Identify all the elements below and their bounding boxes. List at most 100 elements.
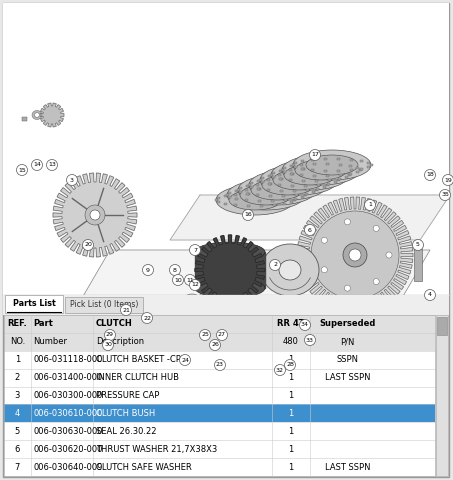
Bar (280, 190, 283, 192)
Text: P/N: P/N (341, 337, 355, 347)
Bar (239, 191, 242, 193)
Circle shape (189, 279, 201, 290)
Circle shape (82, 240, 93, 251)
Ellipse shape (199, 291, 215, 305)
Ellipse shape (229, 190, 281, 210)
Text: Part: Part (33, 320, 53, 328)
Bar (4, 333, 435, 351)
Text: 28: 28 (286, 362, 294, 368)
Bar (4, 386, 435, 405)
Bar (259, 179, 261, 181)
Ellipse shape (138, 337, 158, 353)
Text: 006-030300-000: 006-030300-000 (33, 391, 102, 400)
Text: 26: 26 (211, 343, 219, 348)
Text: 25: 25 (201, 333, 209, 337)
Circle shape (349, 249, 361, 261)
Text: 7: 7 (193, 248, 197, 252)
Circle shape (199, 329, 211, 340)
Bar (323, 182, 326, 184)
Circle shape (299, 320, 310, 331)
Ellipse shape (150, 297, 170, 313)
Ellipse shape (164, 299, 186, 317)
Bar (337, 170, 340, 172)
Bar (312, 187, 315, 189)
Ellipse shape (191, 307, 209, 323)
Text: 4: 4 (15, 409, 20, 418)
Bar (328, 179, 331, 181)
Circle shape (215, 360, 226, 371)
Text: CLUTCH: CLUTCH (96, 320, 132, 328)
Bar (315, 180, 318, 182)
Text: 1: 1 (15, 355, 20, 364)
Text: 2: 2 (15, 373, 20, 382)
Bar (326, 163, 329, 165)
Bar (4, 422, 435, 440)
Text: 15: 15 (18, 168, 26, 172)
Circle shape (141, 312, 153, 324)
Text: Superseded: Superseded (319, 320, 376, 328)
Text: 24: 24 (181, 358, 189, 362)
Circle shape (321, 267, 328, 273)
Bar (328, 175, 330, 177)
Text: 12: 12 (191, 283, 199, 288)
Bar (293, 178, 296, 180)
Text: 8: 8 (173, 267, 177, 273)
Bar (437, 317, 447, 335)
Bar (328, 169, 331, 171)
Bar (289, 165, 293, 167)
Bar (294, 166, 297, 168)
Text: 5: 5 (15, 427, 20, 436)
Circle shape (424, 289, 435, 300)
Bar (278, 184, 281, 186)
Bar (306, 189, 309, 191)
Bar (4, 405, 435, 422)
Bar (272, 172, 275, 174)
Bar (258, 188, 261, 190)
Bar (4, 351, 435, 369)
Ellipse shape (195, 278, 265, 298)
Ellipse shape (116, 332, 140, 348)
Ellipse shape (293, 150, 371, 180)
Ellipse shape (185, 297, 199, 307)
Bar (304, 194, 307, 196)
Text: 9: 9 (146, 267, 150, 273)
Bar (356, 167, 359, 169)
Ellipse shape (284, 165, 336, 185)
Bar (280, 169, 284, 171)
Text: 006-030630-000: 006-030630-000 (33, 427, 103, 436)
Bar (226, 194, 228, 196)
Bar (279, 178, 282, 180)
Circle shape (309, 149, 321, 160)
Bar (224, 203, 226, 205)
Bar (278, 174, 281, 176)
Ellipse shape (273, 170, 325, 190)
Text: 23: 23 (216, 362, 224, 368)
Bar (245, 199, 248, 201)
Bar (367, 166, 370, 168)
Bar (305, 193, 308, 195)
Bar (316, 188, 319, 190)
Bar (350, 169, 353, 171)
Bar (300, 164, 303, 166)
Bar (290, 197, 293, 199)
Text: 1: 1 (289, 444, 294, 454)
Text: LAST SSPN: LAST SSPN (325, 373, 371, 382)
Ellipse shape (159, 317, 181, 323)
Text: INNER CLUTCH HUB: INNER CLUTCH HUB (96, 373, 179, 382)
Bar (247, 193, 250, 195)
Text: CLUTCH SAFE WASHER: CLUTCH SAFE WASHER (96, 463, 192, 471)
Circle shape (373, 278, 379, 285)
Circle shape (179, 355, 191, 365)
Bar (234, 194, 237, 196)
Text: 6: 6 (14, 444, 20, 454)
Bar (256, 180, 260, 182)
Circle shape (365, 200, 376, 211)
Ellipse shape (279, 260, 301, 280)
Circle shape (304, 335, 315, 346)
Bar (328, 183, 330, 185)
Bar (324, 170, 327, 172)
Bar (414, 249, 422, 281)
Circle shape (270, 260, 280, 271)
Bar (250, 186, 253, 188)
Text: 006-031118-000: 006-031118-000 (33, 355, 102, 364)
